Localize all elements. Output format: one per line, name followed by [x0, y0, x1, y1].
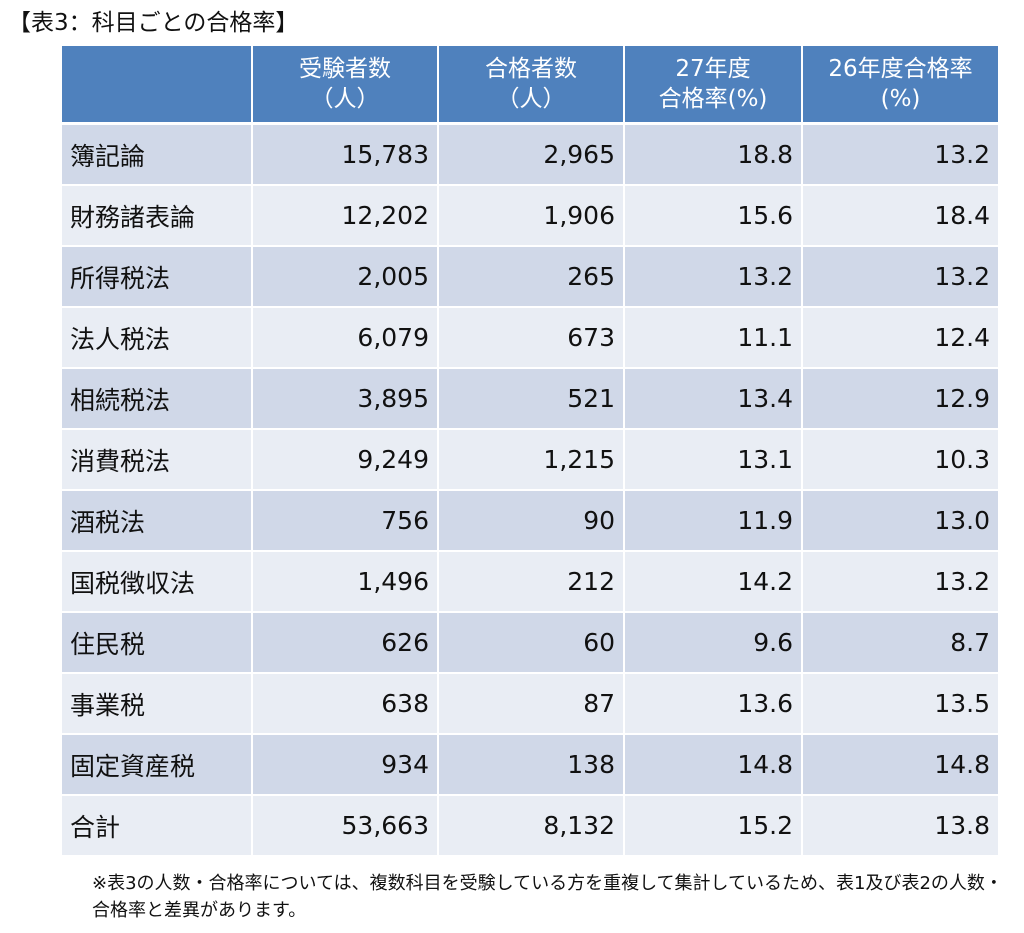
rate-26-cell: 10.3 [801, 428, 998, 490]
rate-26-cell: 8.7 [801, 611, 998, 673]
passers-cell: 212 [437, 550, 624, 612]
total-row: 合計 53,663 8,132 15.2 13.8 [62, 794, 998, 855]
examinees-cell: 15,783 [251, 122, 438, 185]
table-row: 住民税 626 60 9.6 8.7 [62, 611, 998, 673]
table-row: 法人税法 6,079 673 11.1 12.4 [62, 306, 998, 368]
subject-cell: 法人税法 [62, 306, 252, 368]
subject-cell: 財務諸表論 [62, 184, 252, 246]
examinees-cell: 626 [251, 611, 438, 673]
subject-cell: 所得税法 [62, 245, 252, 307]
table-row: 消費税法 9,249 1,215 13.1 10.3 [62, 428, 998, 490]
table-title: 【表3：科目ごとの合格率】 [8, 10, 299, 36]
header-line: （人） [310, 86, 380, 112]
passers-cell: 1,215 [437, 428, 624, 490]
table-row: 財務諸表論 12,202 1,906 15.6 18.4 [62, 184, 998, 246]
header-line: 合格者数 [485, 56, 577, 82]
passers-cell: 8,132 [437, 794, 624, 855]
passers-cell: 138 [437, 733, 624, 795]
subject-cell: 酒税法 [62, 489, 252, 551]
subject-cell: 消費税法 [62, 428, 252, 490]
rate-26-cell: 13.2 [801, 245, 998, 307]
rate-27-cell: 13.4 [623, 367, 802, 429]
rate-27-cell: 13.2 [623, 245, 802, 307]
rate-27-cell: 18.8 [623, 122, 802, 185]
subject-cell: 国税徴収法 [62, 550, 252, 612]
examinees-cell: 9,249 [251, 428, 438, 490]
table-row: 国税徴収法 1,496 212 14.2 13.2 [62, 550, 998, 612]
header-row: 受験者数 （人） 合格者数 （人） 27年度 合格率(%) 26年度合格率 (%… [62, 46, 998, 125]
header-rate-27: 27年度 合格率(%) [623, 46, 802, 125]
passers-cell: 90 [437, 489, 624, 551]
rate-26-cell: 12.4 [801, 306, 998, 368]
rate-26-cell: 13.5 [801, 672, 998, 734]
header-line: 合格率(%) [658, 86, 768, 112]
rate-26-cell: 13.2 [801, 122, 998, 185]
subject-cell: 合計 [62, 794, 252, 855]
examinees-cell: 756 [251, 489, 438, 551]
rate-27-cell: 11.9 [623, 489, 802, 551]
passers-cell: 2,965 [437, 122, 624, 185]
subject-cell: 簿記論 [62, 122, 252, 185]
rate-26-cell: 13.0 [801, 489, 998, 551]
footnote: ※表3の人数・合格率については、複数科目を受験している方を重複して集計しているた… [92, 873, 1003, 921]
rate-27-cell: 9.6 [623, 611, 802, 673]
passers-cell: 1,906 [437, 184, 624, 246]
examinees-cell: 53,663 [251, 794, 438, 855]
header-line: 受験者数 [299, 56, 391, 82]
examinees-cell: 3,895 [251, 367, 438, 429]
passers-cell: 265 [437, 245, 624, 307]
header-passers: 合格者数 （人） [437, 46, 624, 125]
passers-cell: 673 [437, 306, 624, 368]
header-rate-26: 26年度合格率 (%) [801, 46, 998, 125]
examinees-cell: 934 [251, 733, 438, 795]
examinees-cell: 1,496 [251, 550, 438, 612]
header-line: (%) [880, 86, 921, 112]
passers-cell: 521 [437, 367, 624, 429]
examinees-cell: 12,202 [251, 184, 438, 246]
examinees-cell: 6,079 [251, 306, 438, 368]
rate-26-cell: 12.9 [801, 367, 998, 429]
passers-cell: 87 [437, 672, 624, 734]
rate-27-cell: 14.8 [623, 733, 802, 795]
subject-cell: 固定資産税 [62, 733, 252, 795]
table-row: 固定資産税 934 138 14.8 14.8 [62, 733, 998, 795]
rate-27-cell: 14.2 [623, 550, 802, 612]
table-row: 酒税法 756 90 11.9 13.0 [62, 489, 998, 551]
rate-27-cell: 13.1 [623, 428, 802, 490]
subject-cell: 事業税 [62, 672, 252, 734]
rate-26-cell: 13.8 [801, 794, 998, 855]
table-row: 相続税法 3,895 521 13.4 12.9 [62, 367, 998, 429]
rate-27-cell: 11.1 [623, 306, 802, 368]
rate-26-cell: 14.8 [801, 733, 998, 795]
passers-cell: 60 [437, 611, 624, 673]
table-row: 事業税 638 87 13.6 13.5 [62, 672, 998, 734]
header-subject [62, 46, 252, 125]
pass-rate-table: 受験者数 （人） 合格者数 （人） 27年度 合格率(%) 26年度合格率 (%… [62, 46, 998, 855]
header-line: 26年度合格率 [828, 56, 973, 82]
examinees-cell: 2,005 [251, 245, 438, 307]
rate-27-cell: 13.6 [623, 672, 802, 734]
rate-27-cell: 15.2 [623, 794, 802, 855]
subject-cell: 相続税法 [62, 367, 252, 429]
rate-26-cell: 13.2 [801, 550, 998, 612]
rate-26-cell: 18.4 [801, 184, 998, 246]
table-row: 簿記論 15,783 2,965 18.8 13.2 [62, 122, 998, 185]
header-examinees: 受験者数 （人） [251, 46, 438, 125]
examinees-cell: 638 [251, 672, 438, 734]
table-row: 所得税法 2,005 265 13.2 13.2 [62, 245, 998, 307]
header-line: （人） [496, 86, 566, 112]
header-line: 27年度 [675, 56, 751, 82]
subject-cell: 住民税 [62, 611, 252, 673]
rate-27-cell: 15.6 [623, 184, 802, 246]
